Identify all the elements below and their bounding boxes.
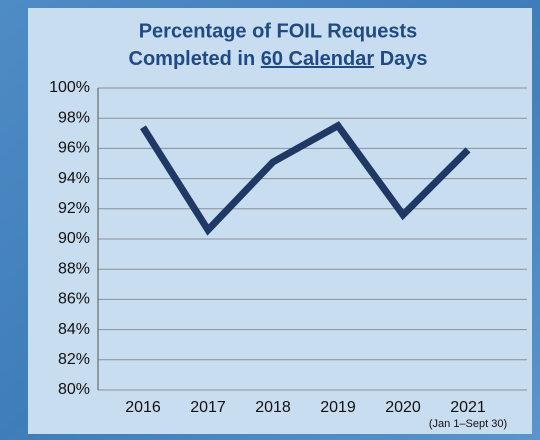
x-tick-label: 2021: [450, 399, 486, 416]
x-tick-label: 2018: [255, 399, 291, 416]
y-tick-label: 98%: [58, 109, 90, 126]
title-part: Completed in: [129, 48, 256, 70]
x-tick-label: 2016: [125, 399, 161, 416]
y-tick-label: 96%: [58, 140, 90, 157]
y-tick-label: 80%: [58, 381, 90, 398]
x-tick-label: 2019: [320, 399, 356, 416]
y-tick-label: 86%: [58, 291, 90, 308]
chart-title: Percentage of FOIL Requests: [139, 20, 418, 42]
data-line: [140, 121, 471, 236]
y-tick-label: 100%: [49, 79, 90, 96]
title-part: Days: [380, 48, 428, 70]
annotation: (Jan 1–Sept 30): [429, 418, 507, 430]
y-tick-label: 90%: [58, 230, 90, 247]
y-tick-label: 94%: [58, 170, 90, 187]
y-tick-label: 92%: [58, 200, 90, 217]
x-tick-label: 2020: [385, 399, 421, 416]
y-tick-label: 84%: [58, 321, 90, 338]
panel: [28, 8, 532, 434]
x-tick-label: 2017: [190, 399, 226, 416]
chart-title: Completed in 60 Calendar Days: [129, 48, 428, 70]
y-tick-label: 88%: [58, 260, 90, 277]
y-tick-label: 82%: [58, 351, 90, 368]
title-underlined: 60 Calendar: [261, 48, 375, 70]
